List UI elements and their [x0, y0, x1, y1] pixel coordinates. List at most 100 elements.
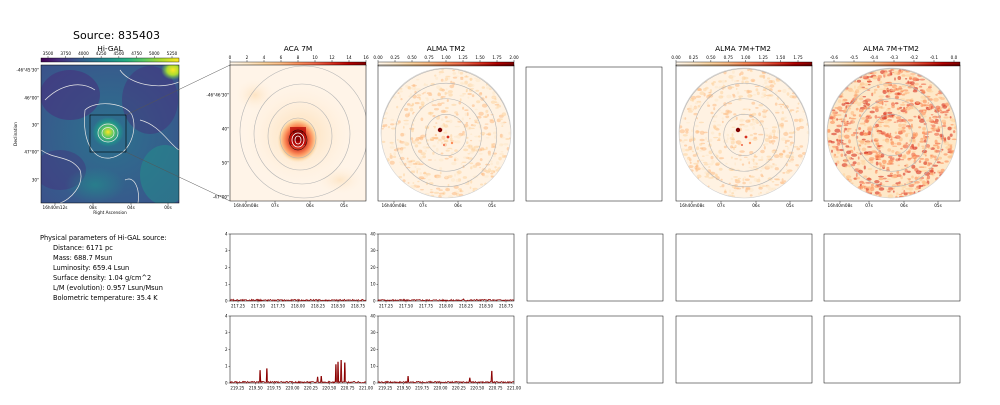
spectrum-frame [229, 233, 367, 302]
colorbar-tick-label: 1.25 [758, 55, 768, 60]
higal-image [41, 65, 179, 203]
spectrum-y-tick: 1 [225, 282, 228, 287]
spectrum-y-tick: 0 [373, 380, 376, 385]
x-tick-label: 05s [934, 203, 942, 208]
param-bolometric-temperature: Bolometric temperature: 35.4 K [53, 294, 158, 302]
alma-7m-tm2-residual-colorbar [823, 61, 961, 67]
x-tick-label: 16h40m08s [382, 203, 407, 208]
x-tick-label: 16h40m08s [828, 203, 853, 208]
colorbar-tick-label: -0.4 [870, 55, 879, 60]
x-tick-label: 00s [164, 205, 172, 210]
alma-7m-tm2-title: ALMA 7M+TM2 [715, 44, 771, 53]
param-mass: Mass: 688.7 Msun [53, 254, 113, 262]
y-tick-label: 30" [32, 178, 39, 183]
colorbar-tick-label: 1.00 [741, 55, 751, 60]
colorbar-tick-label: 6 [280, 55, 283, 60]
x-tick-label: 06s [900, 203, 908, 208]
spectrum-y-tick: 20 [370, 265, 376, 270]
alma-tm2-x-ticks: 16h40m08s 07s 06s 05s [382, 201, 496, 208]
spectrum-y-tick: 40 [370, 313, 376, 318]
spectrum-x-tick: 219.50 [397, 386, 411, 391]
x-tick-label: 08s [89, 205, 97, 210]
colorbar-tick-label: 1.00 [441, 55, 451, 60]
spectrum-x-tick: 219.50 [249, 386, 263, 391]
spectrum-x-tick: 217.50 [251, 304, 265, 309]
y-tick-label: 46°00" [24, 96, 39, 101]
alma-tm2-colorbar [377, 61, 515, 67]
spectrum-x-tick: 218.75 [351, 304, 365, 309]
spectrum-x-tick: 218.50 [479, 304, 493, 309]
spectrum-aca-spw2: 219.25 219.50 219.75 220.00 220.25 220.50 220.… [225, 313, 373, 390]
y-tick-label: 50" [222, 161, 229, 166]
colorbar-tick-label: 0.25 [390, 55, 400, 60]
alma-7m-tm2-residual-image [826, 67, 958, 199]
colorbar-tick-label: 2.00 [509, 55, 519, 60]
spectrum-y-tick: 10 [370, 282, 376, 287]
spectrum-y-tick: 2 [225, 265, 228, 270]
colorbar-tick-label: 0.50 [706, 55, 716, 60]
colorbar-tick-label: 4000 [78, 51, 89, 56]
colorbar-tick-label: 3500 [43, 51, 54, 56]
empty-spectrum-panel [675, 315, 813, 384]
empty-spectrum-panel [526, 315, 664, 384]
spectrum-x-tick: 218.00 [291, 304, 305, 309]
spectrum-y-tick: 20 [370, 347, 376, 352]
spectrum-line [377, 370, 515, 384]
spectrum-x-tick: 217.75 [419, 304, 433, 309]
spectrum-tm2-spw1: 217.25 217.50 217.75 218.00 218.25 218.50 218.… [370, 231, 515, 309]
colorbar-tick-label: 14 [346, 55, 352, 60]
colorbar-tick-label: 16 [363, 55, 369, 60]
spectrum-x-tick: 220.00 [433, 386, 447, 391]
param-lm-evolution: L/M (evolution): 0.957 Lsun/Msun [53, 284, 163, 292]
colorbar-tick-label: 3750 [60, 51, 71, 56]
spectrum-y-tick: 30 [370, 248, 376, 253]
colorbar-tick-label: 0.25 [689, 55, 699, 60]
spectrum-y-tick: 3 [225, 248, 228, 253]
spectrum-x-tick: 220.75 [489, 386, 503, 391]
higal-ylabel: Declination [13, 122, 18, 146]
higal-colorbar [40, 57, 180, 63]
spectrum-y-tick: 4 [225, 313, 228, 318]
spectrum-x-tick: 219.75 [415, 386, 429, 391]
spectrum-y-tick: 3 [225, 330, 228, 335]
spectrum-frame [377, 233, 515, 302]
aca-x-ticks: 16h40m08s 07s 06s 05s [234, 201, 348, 208]
y-tick-label: -46°45'30" [16, 68, 39, 73]
aca-panel: ACA 7M 0 2 4 6 8 10 12 14 16 16h40m08s 07s 0 [206, 44, 369, 208]
spectrum-y-tick: 40 [370, 231, 376, 236]
colorbar-tick-label: 8 [297, 55, 300, 60]
higal-x-ticks: 16h40m12s 08s 04s 00s [43, 203, 172, 210]
spectrum-y-tick: 2 [225, 347, 228, 352]
x-tick-label: 06s [752, 203, 760, 208]
colorbar-tick-label: -0.1 [930, 55, 939, 60]
colorbar-tick-label: -0.3 [890, 55, 899, 60]
alma-7m-tm2-panel: ALMA 7M+TM2 0.00 0.25 0.50 0.75 1.00 1.25 1.50… [671, 44, 813, 208]
alma-7m-tm2-residual-panel: ALMA 7M+TM2 -0.6 -0.5 -0.4 -0.3 -0.2 -0.1 0.0 … [823, 44, 961, 208]
colorbar-tick-label: 5000 [149, 51, 160, 56]
spectrum-x-tick: 218.75 [499, 304, 513, 309]
alma-tm2-image [380, 67, 512, 199]
x-tick-label: 06s [306, 203, 314, 208]
colorbar-tick-label: -0.5 [850, 55, 859, 60]
alma-7m-tm2-residual-x-ticks: 16h40m08s 07s 06s 05s [828, 201, 942, 208]
alma-7m-tm2-residual-title: ALMA 7M+TM2 [863, 44, 919, 53]
spectrum-y-tick: 0 [373, 298, 376, 303]
x-tick-label: 16h40m12s [43, 205, 68, 210]
spectrum-y-tick: 1 [225, 364, 228, 369]
empty-spectrum-panel [823, 233, 961, 302]
y-tick-label: -47°00" [213, 195, 229, 200]
spectrum-x-tick: 217.25 [231, 304, 245, 309]
colorbar-tick-label: 0 [229, 55, 232, 60]
empty-spectrum-panel [823, 315, 961, 384]
higal-title: Hi-GAL [97, 44, 123, 53]
aca-colorbar-ticks: 0 2 4 6 8 10 12 14 16 [229, 55, 369, 62]
colorbar-tick-label: 0.00 [671, 55, 681, 60]
colorbar-tick-label: 2 [246, 55, 249, 60]
alma-7m-tm2-residual-colorbar-ticks: -0.6 -0.5 -0.4 -0.3 -0.2 -0.1 0.0 [830, 55, 958, 62]
spectrum-aca-spw1: 217.25 217.50 217.75 218.00 218.25 218.50 218.… [225, 231, 367, 309]
alma-7m-tm2-colorbar-ticks: 0.00 0.25 0.50 0.75 1.00 1.25 1.50 1.75 [671, 55, 803, 62]
spectrum-x-tick: 218.25 [459, 304, 473, 309]
spectrum-x-tick: 220.50 [322, 386, 336, 391]
colorbar-tick-label: 0.75 [424, 55, 434, 60]
